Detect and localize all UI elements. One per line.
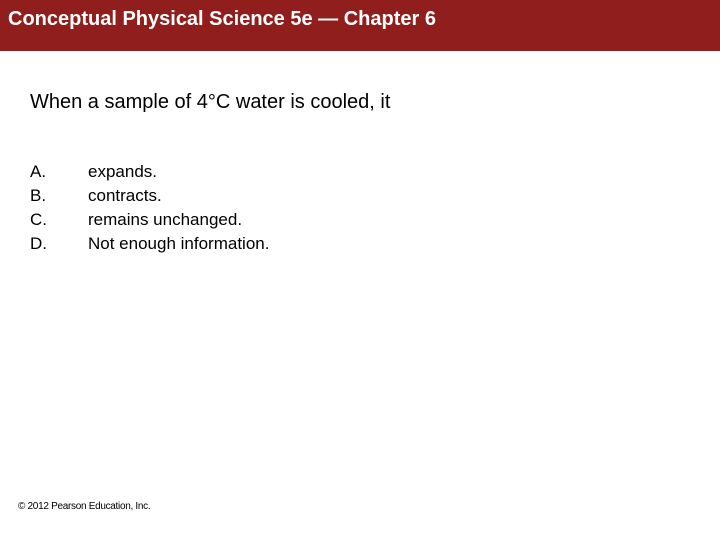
header-title: Conceptual Physical Science 5e — Chapter… <box>8 8 712 31</box>
slide-container: Conceptual Physical Science 5e — Chapter… <box>0 0 720 540</box>
header-bar: Conceptual Physical Science 5e — Chapter… <box>0 0 720 51</box>
option-letter: B. <box>30 184 88 208</box>
option-d: D. Not enough information. <box>30 232 269 256</box>
body-area: When a sample of 4°C water is cooled, it… <box>0 51 720 256</box>
option-letter: D. <box>30 232 88 256</box>
option-text: remains unchanged. <box>88 208 269 232</box>
option-text: expands. <box>88 160 269 184</box>
option-letter: A. <box>30 160 88 184</box>
option-text: contracts. <box>88 184 269 208</box>
copyright-footer: © 2012 Pearson Education, Inc. <box>18 501 150 512</box>
question-text: When a sample of 4°C water is cooled, it <box>30 91 690 114</box>
options-list: A. expands. B. contracts. C. remains unc… <box>30 160 269 256</box>
option-letter: C. <box>30 208 88 232</box>
option-b: B. contracts. <box>30 184 269 208</box>
option-c: C. remains unchanged. <box>30 208 269 232</box>
option-text: Not enough information. <box>88 232 269 256</box>
option-a: A. expands. <box>30 160 269 184</box>
